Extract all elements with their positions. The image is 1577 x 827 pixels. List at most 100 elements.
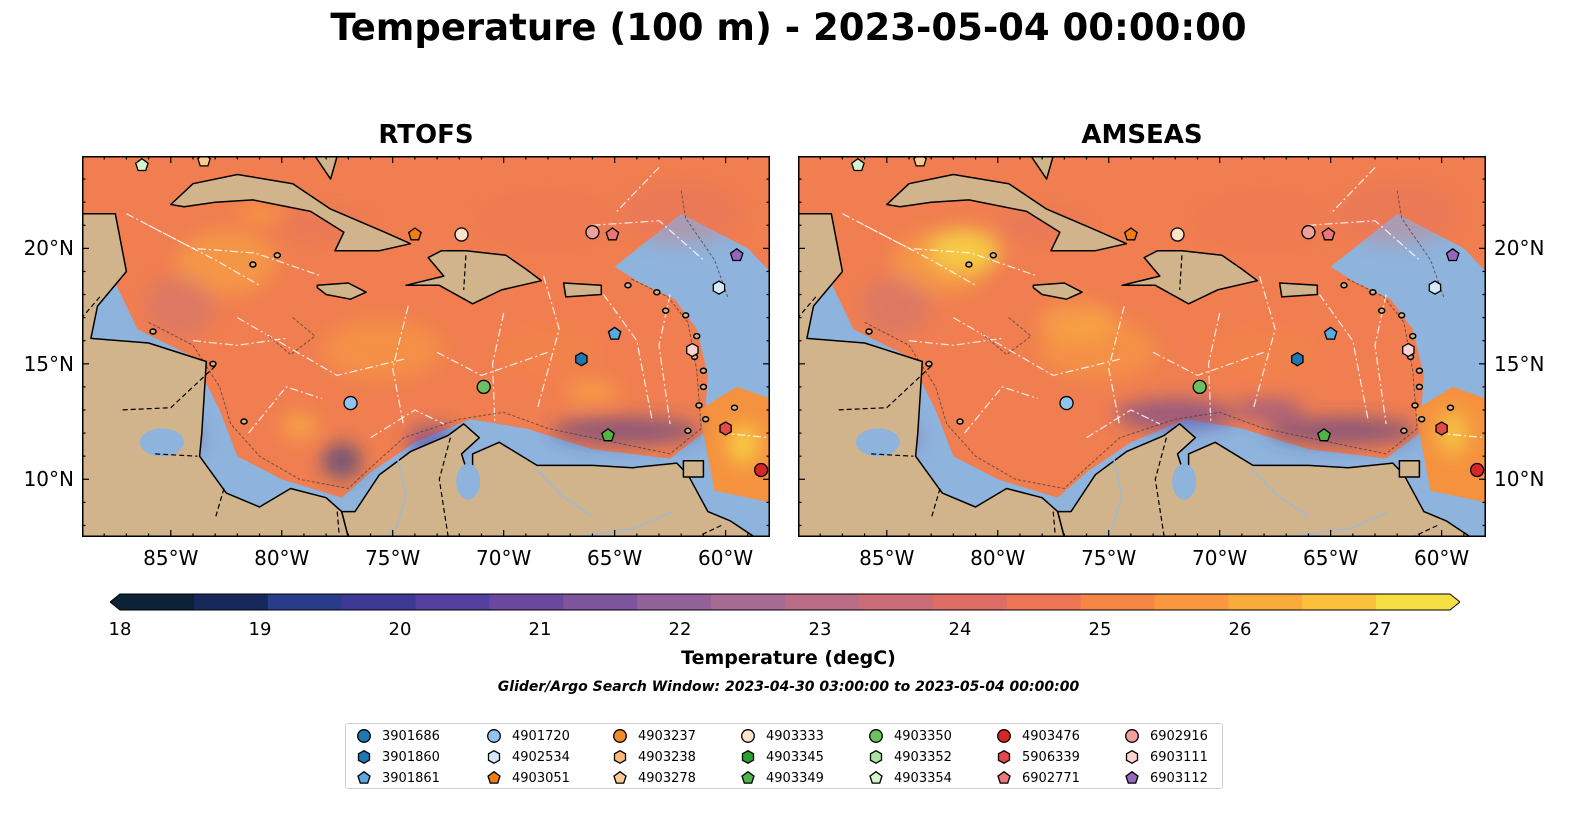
land-hispaniola xyxy=(1121,249,1259,305)
legend-item: 4901720 xyxy=(486,726,570,746)
x-tick-label-rtofs: 60°W xyxy=(697,546,754,570)
land-hispaniola xyxy=(405,249,543,305)
island xyxy=(1400,427,1408,435)
y-tick-label-right: 15°N xyxy=(1494,351,1545,376)
legend-marker-icon xyxy=(869,770,883,784)
colorbar-tick-label: 27 xyxy=(1368,619,1392,640)
colorbar-segment xyxy=(1376,594,1451,610)
x-tick-label-rtofs: 75°W xyxy=(365,546,421,570)
legend-label: 4903352 xyxy=(894,749,952,765)
legend-marker-4903238 xyxy=(613,749,627,765)
y-tick-label-left: 15°N xyxy=(23,351,74,376)
legend-marker-4903333 xyxy=(741,729,755,743)
island xyxy=(653,288,661,296)
y-tick-label-left: 10°N xyxy=(23,467,74,492)
colorbar-label: Temperature (degC) xyxy=(681,647,896,669)
island xyxy=(1417,415,1426,423)
float-marker-5906339 xyxy=(719,421,732,436)
land-trinidad xyxy=(1398,460,1421,478)
legend-marker-6902771 xyxy=(997,770,1011,784)
legend-item: 4903476 xyxy=(996,726,1080,746)
legend-item: 6903112 xyxy=(1124,768,1208,788)
frame-ticks xyxy=(798,156,1486,537)
colorbar-segment xyxy=(489,594,564,610)
legend-label: 4903354 xyxy=(894,770,952,786)
legend-marker-5906339 xyxy=(997,749,1011,765)
legend-item: 4902534 xyxy=(486,747,570,767)
legend-label: 4903349 xyxy=(766,770,824,786)
island xyxy=(965,261,973,268)
float-marker-4903349 xyxy=(1317,428,1331,442)
legend-marker-4901720 xyxy=(487,729,501,743)
float-marker-5906339 xyxy=(1435,421,1448,436)
legend-marker-icon xyxy=(1125,770,1139,784)
island xyxy=(1377,307,1386,314)
x-tick-label-rtofs: 65°W xyxy=(587,546,643,570)
panel-title-rtofs: RTOFS xyxy=(378,120,474,150)
legend-item: 4903350 xyxy=(868,726,952,746)
colorbar-segment xyxy=(1228,594,1303,610)
legend-item: 4903278 xyxy=(612,768,696,788)
isobath-contours xyxy=(864,190,1445,490)
map-panel-amseas xyxy=(798,156,1486,537)
float-marker-4901720 xyxy=(343,395,358,411)
float-marker-3901861 xyxy=(1323,326,1338,340)
island xyxy=(989,252,998,259)
map-frame xyxy=(798,156,1486,537)
legend-item: 6902916 xyxy=(1124,726,1208,746)
legend-marker-6903111 xyxy=(1125,749,1139,765)
colorbar-extend-high xyxy=(1450,594,1460,610)
land-cuba xyxy=(886,173,1128,252)
legend-item: 6902771 xyxy=(996,768,1080,788)
land-trinidad xyxy=(682,460,705,478)
legend-label: 6903112 xyxy=(1150,770,1208,786)
island xyxy=(1411,402,1419,409)
island xyxy=(701,415,710,423)
float-marker-4903051 xyxy=(1123,227,1138,241)
x-tick-label-amseas: 65°W xyxy=(1303,546,1359,570)
island xyxy=(925,360,933,368)
legend-item: 4903354 xyxy=(868,768,952,788)
x-tick-label-amseas: 60°W xyxy=(1413,546,1470,570)
land-cuba xyxy=(170,173,412,252)
legend-marker-icon xyxy=(357,770,371,784)
float-legend: 3901686 3901860 3901861 4901720 4902534 49030… xyxy=(345,723,1223,789)
colorbar-outline xyxy=(110,593,1460,611)
legend-marker-6903112 xyxy=(1125,770,1139,784)
float-marker-6903112 xyxy=(1445,247,1460,262)
colorbar-extend-low xyxy=(110,594,120,610)
land-centralAmerica xyxy=(82,212,350,537)
float-marker-4903278 xyxy=(197,156,211,167)
legend-marker-icon xyxy=(997,770,1011,784)
colorbar-tick-label: 25 xyxy=(1088,619,1112,640)
x-tick-label-rtofs: 80°W xyxy=(254,546,310,570)
colorbar-tick-label: 26 xyxy=(1228,619,1252,640)
colorbar-segment xyxy=(932,594,1008,610)
legend-label: 4903350 xyxy=(894,728,952,744)
x-tick-label-amseas: 75°W xyxy=(1081,546,1137,570)
colorbar-tick-label: 23 xyxy=(808,619,832,640)
legend-marker-6902916 xyxy=(1125,729,1139,743)
legend-marker-icon xyxy=(869,749,883,765)
colorbar-tick-label: 19 xyxy=(248,619,272,640)
land xyxy=(798,156,1472,537)
legend-item: 3901861 xyxy=(356,768,440,788)
land-bahamas1 xyxy=(314,156,338,180)
colorbar-segment xyxy=(267,594,343,610)
float-marker-4903278 xyxy=(913,156,927,167)
float-marker-3901861 xyxy=(607,326,622,340)
legend-label: 4903345 xyxy=(766,749,824,765)
legend-marker-icon xyxy=(613,770,627,784)
land xyxy=(82,156,756,537)
float-marker-4903476 xyxy=(1469,462,1485,478)
legend-item: 4903238 xyxy=(612,747,696,767)
map-panel-rtofs xyxy=(82,156,770,537)
float-markers xyxy=(134,156,769,478)
legend-marker-icon xyxy=(613,749,627,765)
legend-item: 4903352 xyxy=(868,747,952,767)
legend-marker-4903476 xyxy=(997,729,1011,743)
legend-label: 4903333 xyxy=(766,728,824,744)
island xyxy=(699,367,708,374)
land-southAmerica xyxy=(340,423,756,537)
island xyxy=(240,418,248,425)
